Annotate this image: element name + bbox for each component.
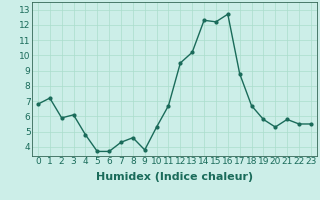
X-axis label: Humidex (Indice chaleur): Humidex (Indice chaleur)	[96, 172, 253, 182]
